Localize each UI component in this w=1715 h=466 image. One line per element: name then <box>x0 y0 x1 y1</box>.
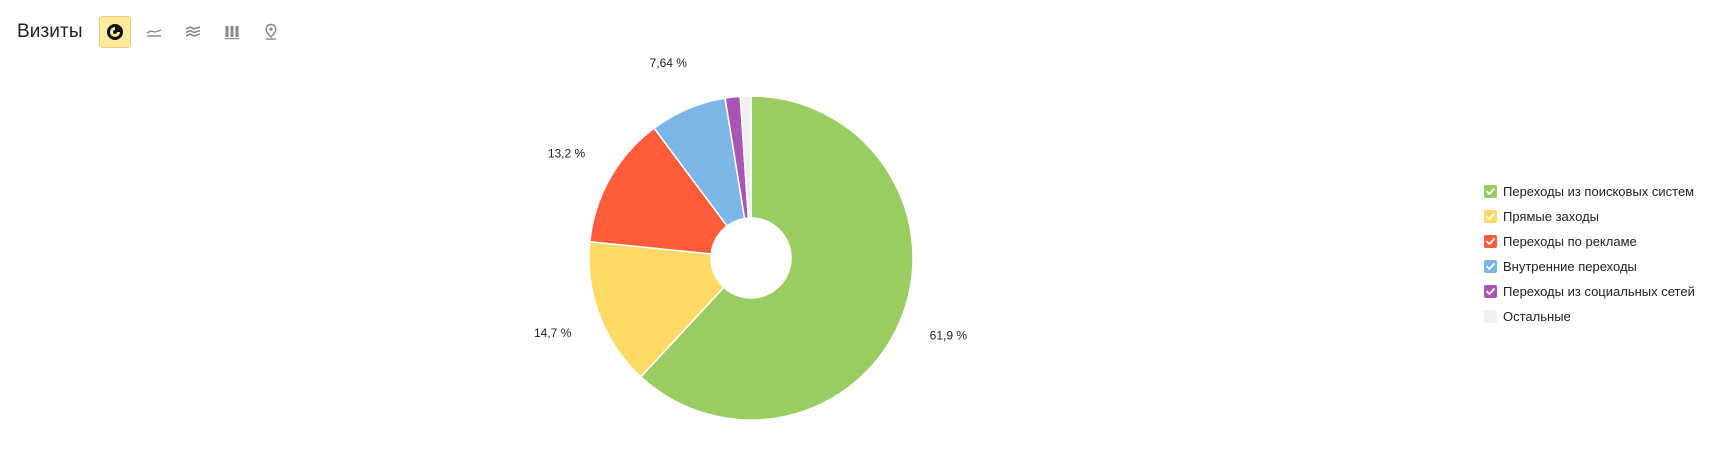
legend-label: Остальные <box>1503 309 1571 324</box>
pie-slice-2[interactable] <box>588 127 729 255</box>
checkbox-checked-icon[interactable] <box>1484 185 1497 198</box>
pie-chart-button[interactable] <box>98 16 131 48</box>
checkbox-checked-icon[interactable] <box>1484 210 1497 223</box>
legend-item-0[interactable]: Переходы из поисковых систем <box>1484 179 1695 204</box>
legend-item-2[interactable]: Переходы по рекламе <box>1484 229 1695 254</box>
area-chart-icon <box>185 26 200 37</box>
legend-label: Прямые заходы <box>1503 209 1600 224</box>
bar-chart-button[interactable] <box>216 16 248 48</box>
area-chart-button[interactable] <box>177 16 209 48</box>
legend-label: Переходы по рекламе <box>1503 234 1637 249</box>
pie-slice-0[interactable] <box>639 95 914 421</box>
slice-label-0: 61,9 % <box>930 328 968 342</box>
line-chart-icon <box>146 29 161 37</box>
checkbox-unchecked-icon[interactable] <box>1484 310 1497 323</box>
line-chart-button[interactable] <box>138 16 170 48</box>
pie-slice-5[interactable] <box>739 95 752 219</box>
slice-label-2: 13,2 % <box>548 147 586 161</box>
checkbox-checked-icon[interactable] <box>1484 285 1497 298</box>
legend-label: Внутренние переходы <box>1503 259 1637 274</box>
checkbox-checked-icon[interactable] <box>1484 235 1497 248</box>
checkbox-checked-icon[interactable] <box>1484 260 1497 273</box>
chart-header: Визиты <box>17 16 294 48</box>
bar-chart-icon <box>224 26 239 40</box>
legend-item-5[interactable]: Остальные <box>1484 304 1695 329</box>
map-pin-icon <box>265 23 277 40</box>
slice-label-1: 14,7 % <box>534 326 572 340</box>
slice-label-3: 7,64 % <box>650 56 688 70</box>
legend-item-1[interactable]: Прямые заходы <box>1484 204 1695 229</box>
pie-chart-icon <box>106 24 123 40</box>
legend-label: Переходы из социальных сетей <box>1503 284 1695 299</box>
legend-item-3[interactable]: Внутренние переходы <box>1484 254 1695 279</box>
page-title: Визиты <box>17 21 83 42</box>
legend-item-4[interactable]: Переходы из социальных сетей <box>1484 279 1695 304</box>
legend-label: Переходы из поисковых систем <box>1503 184 1695 199</box>
pie-slice-1[interactable] <box>588 240 725 378</box>
map-button[interactable] <box>255 16 287 48</box>
legend: Переходы из поисковых систем Прямые заход… <box>1484 179 1695 329</box>
